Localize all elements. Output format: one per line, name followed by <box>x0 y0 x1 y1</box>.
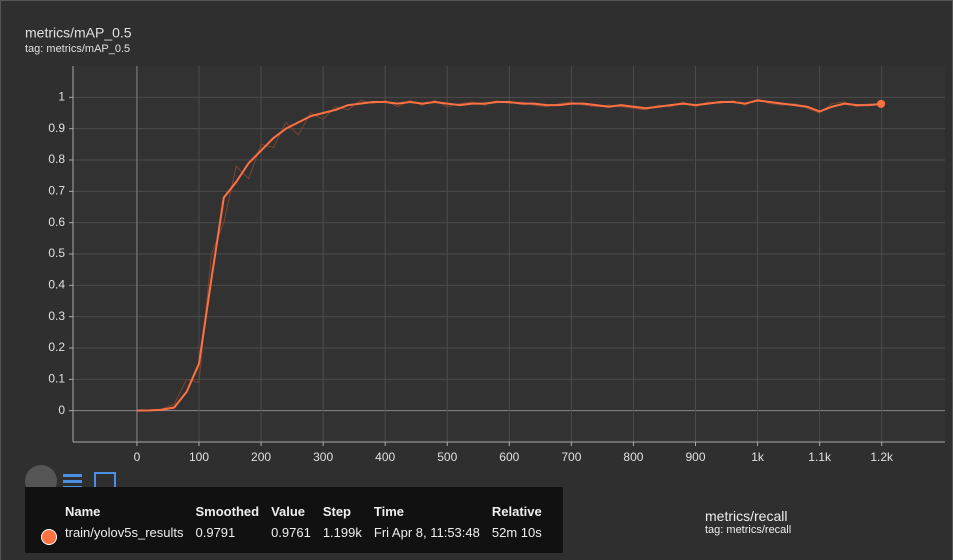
x-tick-label: 400 <box>375 450 395 464</box>
y-tick-label: 0 <box>58 403 65 417</box>
chart-title: metrics/mAP_0.5 <box>25 25 132 41</box>
x-tick-label: 1k <box>751 450 765 464</box>
end-point <box>877 99 886 108</box>
x-tick-label: 900 <box>685 450 705 464</box>
y-tick-label: 1 <box>58 90 65 104</box>
y-tick-label: 0.6 <box>48 215 65 229</box>
data-cell: Fri Apr 8, 11:53:48 <box>373 525 480 540</box>
series-line <box>136 99 882 412</box>
x-tick-label: 200 <box>251 450 271 464</box>
header-cell: Time <box>373 504 404 519</box>
card-title: metrics/recall <box>705 508 788 524</box>
data-cell: train/yolov5s_results <box>65 525 184 540</box>
chart-subtitle: tag: metrics/mAP_0.5 <box>25 43 130 55</box>
data-cell: 0.9791 <box>195 525 236 540</box>
x-tick-label: 100 <box>189 450 209 464</box>
x-tick-label: 800 <box>623 450 643 464</box>
header-row: Name Smoothed Value Step Time Relative <box>65 501 554 522</box>
data-cell: 52m 10s <box>491 525 542 540</box>
x-tick-label: 1.1k <box>808 450 832 464</box>
y-tick-label: 0.7 <box>48 184 65 198</box>
header-cell: Name <box>65 504 101 519</box>
data-cell: 0.9761 <box>271 525 311 540</box>
y-tick-label: 0.5 <box>48 246 65 260</box>
data-row: train/yolov5s_results 0.9791 0.9761 1.199k F… <box>65 522 554 543</box>
data-cell: 1.199k <box>322 525 362 540</box>
y-tick-label: 0.9 <box>48 121 65 135</box>
tooltip: Name Smoothed Value Step Time Relative train/… <box>25 487 563 553</box>
list-icon[interactable] <box>63 474 82 477</box>
card-tag: tag: metrics/recall <box>705 524 792 536</box>
list-icon <box>63 480 82 483</box>
x-tick-label: 0 <box>134 450 141 464</box>
tooltip-table: Name Smoothed Value Step Time Relative train/… <box>65 501 554 543</box>
header-cell: Value <box>271 504 306 519</box>
x-tick-label: 500 <box>437 450 457 464</box>
y-tick-label: 0.8 <box>48 152 65 166</box>
y-tick-label: 0.4 <box>48 278 65 292</box>
header-cell: Step <box>322 504 351 519</box>
x-tick-label: 300 <box>313 450 333 464</box>
header-cell: Smoothed <box>195 504 260 519</box>
header-cell: Relative <box>491 504 542 519</box>
y-tick-label: 0.2 <box>48 340 65 354</box>
y-tick-label: 0.1 <box>48 372 65 386</box>
x-tick-label: 1.2k <box>870 450 894 464</box>
x-tick-label: 600 <box>499 450 519 464</box>
x-tick-label: 700 <box>561 450 581 464</box>
series-line <box>136 98 882 412</box>
series-swatch <box>41 529 57 545</box>
bg-card: metrics/recall tag: metrics/recall <box>705 508 791 536</box>
y-tick-label: 0.3 <box>48 309 65 323</box>
